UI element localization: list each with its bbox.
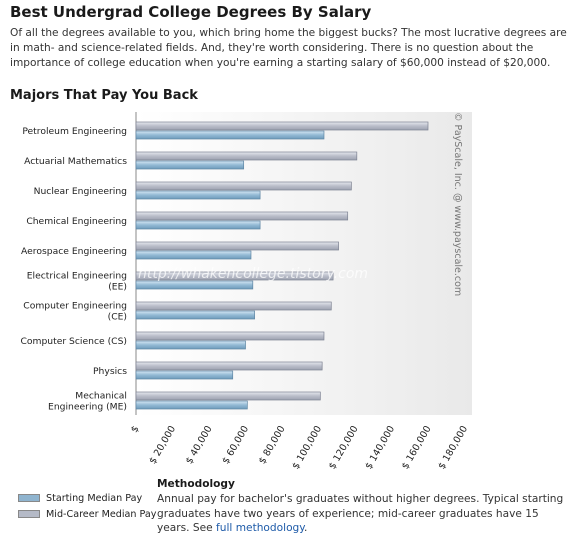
methodology-text: Annual pay for bachelor's graduates with… xyxy=(157,492,572,536)
bar-midcareer xyxy=(135,331,325,341)
category-label: Computer Engineering xyxy=(23,301,127,312)
chart-legend: Starting Median Pay Mid-Career Median Pa… xyxy=(18,490,156,522)
bar-starting xyxy=(135,280,254,290)
category-label: Computer Science (CS) xyxy=(20,336,127,347)
legend-item-midcareer: Mid-Career Median Pay xyxy=(18,506,156,522)
category-label: Physics xyxy=(93,366,127,377)
payscale-credit: © PayScale, Inc. @ www.payscale.com xyxy=(452,112,463,296)
x-tick-label: $ 40,000 xyxy=(184,424,215,466)
bar-midcareer xyxy=(135,181,352,191)
x-tick-label: $ 100,000 xyxy=(290,424,324,471)
category-label: (EE) xyxy=(108,282,127,293)
x-tick-label: $ 120,000 xyxy=(327,424,361,471)
legend-item-starting: Starting Median Pay xyxy=(18,490,156,506)
x-tick-label: $ 20,000 xyxy=(147,424,178,466)
salary-bar-chart: Petroleum Engineering Actuarial Mathemati… xyxy=(20,112,472,471)
x-tick-label: $ 80,000 xyxy=(257,424,288,466)
category-label: Aerospace Engineering xyxy=(21,246,127,257)
bar-midcareer xyxy=(135,271,334,281)
bar-midcareer xyxy=(135,301,332,311)
bar-starting xyxy=(135,310,255,320)
bar-starting xyxy=(135,190,261,200)
full-methodology-link[interactable]: full methodology xyxy=(216,522,305,534)
bar-starting xyxy=(135,370,234,380)
category-label: Chemical Engineering xyxy=(26,216,127,227)
bar-midcareer xyxy=(135,211,349,221)
x-tick-label: $ 180,000 xyxy=(436,424,470,471)
bar-midcareer xyxy=(135,391,321,401)
intro-paragraph: Of all the degrees available to you, whi… xyxy=(10,27,567,69)
x-tick-label: $ xyxy=(129,424,142,435)
bar-starting xyxy=(135,400,248,410)
legend-swatch-midcareer xyxy=(18,510,40,518)
page-title: Best Undergrad College Degrees By Salary xyxy=(10,3,372,21)
category-label: Mechanical xyxy=(75,391,127,402)
category-label: Engineering (ME) xyxy=(48,402,127,413)
legend-swatch-starting xyxy=(18,494,40,502)
legend-label-starting: Starting Median Pay xyxy=(46,492,143,504)
category-label: Actuarial Mathematics xyxy=(24,156,127,167)
methodology-body: Annual pay for bachelor's graduates with… xyxy=(157,493,564,534)
bar-starting xyxy=(135,130,325,140)
bar-midcareer xyxy=(135,241,339,251)
bar-starting xyxy=(135,340,246,350)
bar-midcareer xyxy=(135,151,358,161)
bar-starting xyxy=(135,220,261,230)
x-tick-label: $ 140,000 xyxy=(363,424,397,471)
category-label: (CE) xyxy=(108,312,127,323)
legend-label-midcareer: Mid-Career Median Pay xyxy=(46,508,157,520)
x-tick-label: $ 160,000 xyxy=(400,424,434,471)
category-label: Nuclear Engineering xyxy=(34,186,127,197)
methodology-title: Methodology xyxy=(157,478,235,490)
category-label: Petroleum Engineering xyxy=(22,126,127,137)
bar-midcareer xyxy=(135,361,323,371)
bar-starting xyxy=(135,250,252,260)
bar-starting xyxy=(135,160,245,170)
chart-section-title: Majors That Pay You Back xyxy=(10,88,198,103)
bar-midcareer xyxy=(135,121,429,131)
blog-watermark: http://whakencollege.tistory.com xyxy=(138,266,368,282)
x-tick-label: $ 60,000 xyxy=(220,424,251,466)
category-label: Electrical Engineering xyxy=(27,271,127,282)
methodology-end: . xyxy=(304,522,308,534)
